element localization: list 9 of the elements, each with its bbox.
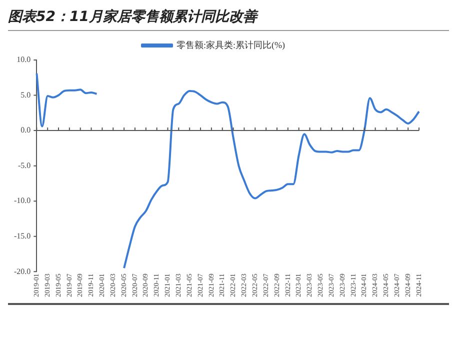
y-tick-label: 0.0 — [20, 126, 31, 135]
legend-label: 零售额:家具类:累计同比(%) — [176, 40, 286, 50]
y-tick-label: -15.0 — [14, 231, 31, 240]
y-tick-label: -5.0 — [18, 160, 31, 170]
chart-title: 图表52：11月家居零售额累计同比改善 — [8, 8, 449, 31]
y-tick-label: 5.0 — [20, 90, 31, 100]
y-tick-label: 10.0 — [16, 55, 31, 64]
y-tick-label: -20.0 — [14, 266, 31, 276]
y-tick-label: -10.0 — [14, 196, 31, 206]
